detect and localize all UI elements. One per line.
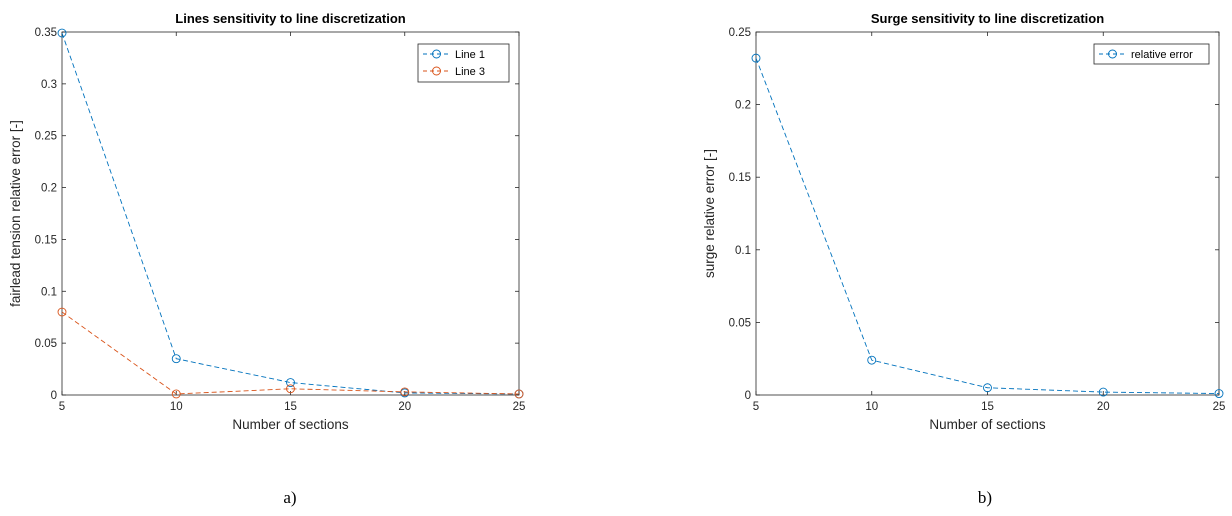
y-tick-label: 0.1	[735, 245, 751, 257]
data-point	[1214, 389, 1224, 398]
y-tick-label: 0.05	[729, 317, 751, 329]
y-tick-label: 0.2	[41, 183, 57, 195]
data-point	[171, 389, 181, 399]
series-line	[61, 32, 520, 395]
chart-a: Lines sensitivity to line discretization…	[8, 11, 525, 507]
data-point	[983, 383, 992, 393]
data-point	[867, 355, 877, 365]
x-tick-label: 15	[981, 401, 994, 413]
y-tick-label: 0	[51, 390, 57, 402]
data-point	[57, 28, 67, 38]
data-point	[171, 354, 181, 364]
y-axis-label: fairlead tension relative error [-]	[8, 120, 23, 307]
x-tick-label: 25	[1213, 401, 1226, 413]
x-tick-label: 20	[398, 401, 411, 413]
x-tick-label: 5	[753, 401, 759, 413]
y-tick-label: 0.15	[729, 172, 751, 184]
legend: Line 1 Line 3	[417, 43, 510, 83]
data-point	[1098, 387, 1108, 397]
y-tick-label: 0.25	[729, 27, 751, 39]
data-point	[751, 53, 761, 63]
series-line	[755, 57, 1220, 394]
series-line	[61, 311, 520, 395]
y-tick-label: 0.1	[41, 286, 57, 298]
x-axis-label: Number of sections	[232, 417, 349, 432]
x-tick-label: 20	[1097, 401, 1110, 413]
legend-label: relative error	[1131, 49, 1193, 61]
chart-b: Surge sensitivity to line discretization…	[702, 11, 1225, 507]
x-tick-label: 10	[865, 401, 878, 413]
y-tick-label: 0.25	[35, 131, 57, 143]
y-tick-label: 0.2	[735, 100, 751, 112]
data-point	[514, 389, 524, 399]
legend-label: Line 1	[455, 49, 485, 61]
x-tick-label: 5	[59, 401, 65, 413]
data-point	[286, 384, 295, 394]
x-tick-label: 25	[513, 401, 526, 413]
y-axis-label: surge relative error [-]	[702, 149, 717, 278]
x-axis-label: Number of sections	[929, 417, 1046, 432]
legend: relative error	[1093, 43, 1210, 65]
legend-marker	[1108, 49, 1117, 59]
axes-box	[61, 31, 520, 396]
legend-label: Line 3	[455, 66, 485, 78]
y-tick-label: 0.15	[35, 234, 57, 246]
data-point	[286, 378, 295, 388]
legend-box	[417, 43, 510, 83]
legend-marker	[432, 49, 441, 59]
legend-box	[1093, 43, 1210, 65]
x-tick-label: 10	[170, 401, 183, 413]
y-tick-label: 0	[745, 390, 751, 402]
figure-caption: a)	[283, 488, 296, 507]
y-tick-label: 0.35	[35, 27, 57, 39]
chart-title: Lines sensitivity to line discretization	[175, 11, 406, 26]
axes-box	[755, 31, 1220, 396]
figure-caption: b)	[978, 488, 992, 507]
data-point	[400, 387, 410, 397]
y-tick-label: 0.3	[41, 79, 57, 91]
data-point	[57, 307, 67, 317]
y-tick-label: 0.05	[35, 338, 57, 350]
x-tick-label: 15	[284, 401, 297, 413]
legend-marker	[432, 66, 441, 76]
chart-title: Surge sensitivity to line discretization	[871, 11, 1104, 26]
